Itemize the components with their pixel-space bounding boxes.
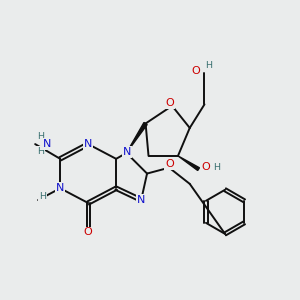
Text: O: O xyxy=(202,162,210,172)
Text: H: H xyxy=(37,147,44,156)
Text: O: O xyxy=(192,66,201,76)
Polygon shape xyxy=(178,156,200,170)
Text: H: H xyxy=(39,192,46,201)
Text: O: O xyxy=(165,98,174,108)
Text: N: N xyxy=(123,147,131,158)
Text: N: N xyxy=(56,183,64,193)
Polygon shape xyxy=(126,122,147,153)
Text: N: N xyxy=(84,139,92,149)
Text: H: H xyxy=(37,132,44,141)
Text: H: H xyxy=(213,163,220,172)
Text: O: O xyxy=(84,227,92,237)
Text: H: H xyxy=(206,61,212,70)
Text: O: O xyxy=(165,159,174,169)
Text: N: N xyxy=(43,139,51,149)
Text: N: N xyxy=(137,195,146,205)
